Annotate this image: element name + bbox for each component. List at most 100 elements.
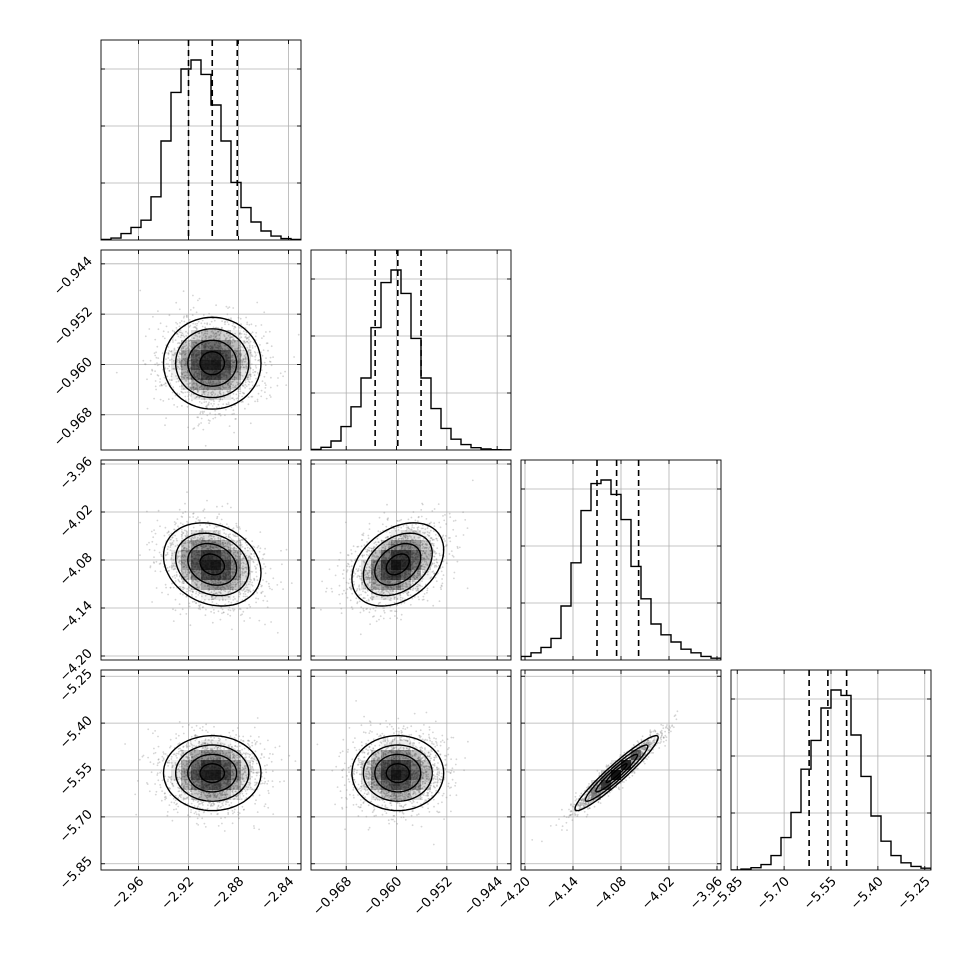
scatter-point (197, 345, 200, 348)
scatter-point (429, 552, 432, 555)
scatter-point (417, 516, 420, 519)
scatter-point (254, 358, 257, 361)
scatter-point (213, 403, 215, 405)
scatter-point (223, 545, 226, 548)
scatter-point (251, 345, 254, 347)
scatter-point (216, 525, 219, 528)
scatter-point (170, 375, 173, 378)
scatter-point (222, 541, 224, 544)
scatter-point (422, 595, 425, 598)
scatter-point (194, 582, 196, 584)
scatter-point (202, 380, 205, 383)
scatter-point (359, 565, 361, 568)
scatter-point (161, 591, 163, 594)
scatter-point (378, 584, 381, 587)
scatter-point (195, 602, 197, 604)
scatter-point (186, 534, 189, 536)
scatter-point (245, 385, 248, 387)
scatter-point (244, 586, 247, 589)
scatter-point (188, 351, 191, 353)
scatter-point (231, 397, 233, 400)
scatter-point (253, 351, 256, 353)
scatter-point (198, 529, 201, 532)
contour-line (174, 532, 250, 597)
scatter-point (231, 571, 234, 573)
scatter-point (371, 585, 374, 588)
scatter-point (256, 385, 258, 387)
scatter-point (369, 577, 372, 579)
scatter-point (219, 618, 222, 621)
scatter-point (180, 560, 182, 563)
scatter-point (227, 587, 230, 590)
scatter-point (212, 417, 215, 420)
density-cell (201, 330, 211, 340)
scatter-point (238, 371, 241, 374)
scatter-point (230, 366, 233, 368)
scatter-point (171, 536, 174, 539)
scatter-point (165, 325, 168, 328)
scatter-point (439, 554, 441, 557)
scatter-point (231, 369, 234, 372)
scatter-point (393, 582, 396, 585)
scatter-point (182, 316, 185, 319)
scatter-point (199, 538, 202, 540)
scatter-point (253, 552, 256, 555)
scatter-point (184, 564, 187, 566)
scatter-point (179, 358, 182, 361)
scatter-point (204, 540, 207, 543)
scatter-point (176, 544, 179, 547)
scatter-point (161, 361, 163, 363)
scatter-point (240, 354, 242, 356)
scatter-point (203, 393, 206, 395)
scatter-point (223, 387, 226, 389)
scatter-point (393, 587, 395, 590)
scatter-point (241, 364, 244, 366)
scatter-point (175, 327, 178, 329)
density-cell (221, 560, 231, 570)
scatter-point (162, 330, 165, 333)
scatter-point (242, 567, 245, 570)
scatter-point (242, 401, 244, 403)
scatter-point (179, 555, 182, 557)
scatter-point (233, 571, 236, 574)
scatter-point (398, 540, 401, 542)
scatter-point (418, 584, 421, 586)
scatter-point (219, 591, 222, 594)
scatter-point (177, 555, 180, 558)
scatter-point (181, 561, 184, 564)
scatter-point (185, 551, 188, 553)
scatter-point (261, 380, 264, 383)
scatter-point (199, 603, 202, 606)
scatter-point (204, 546, 206, 548)
scatter-point (201, 540, 204, 543)
scatter-point (189, 339, 192, 341)
scatter-point (179, 559, 181, 562)
scatter-point (371, 571, 374, 573)
scatter-point (231, 371, 234, 373)
scatter-point (230, 346, 233, 348)
scatter-point (203, 390, 206, 393)
scatter-point (166, 367, 169, 370)
scatter-point (177, 380, 180, 383)
scatter-point (189, 590, 192, 592)
scatter-point (256, 400, 259, 403)
y-tick-label: −4.08 (57, 550, 96, 589)
scatter-point (170, 350, 173, 353)
scatter-point (199, 335, 201, 338)
scatter-point (183, 364, 186, 366)
scatter-point (208, 524, 211, 527)
scatter-point (236, 367, 239, 370)
scatter-point (238, 591, 241, 593)
scatter-point (227, 540, 230, 543)
scatter-point (189, 387, 192, 390)
scatter-point (239, 580, 242, 583)
scatter-point (219, 390, 221, 393)
scatter-point (159, 381, 161, 383)
scatter-point (180, 556, 182, 559)
scatter-point (265, 342, 268, 345)
scatter-point (216, 581, 219, 584)
scatter-point (418, 598, 420, 601)
scatter-point (233, 376, 236, 378)
scatter-point (187, 586, 190, 589)
scatter-point (238, 575, 240, 578)
